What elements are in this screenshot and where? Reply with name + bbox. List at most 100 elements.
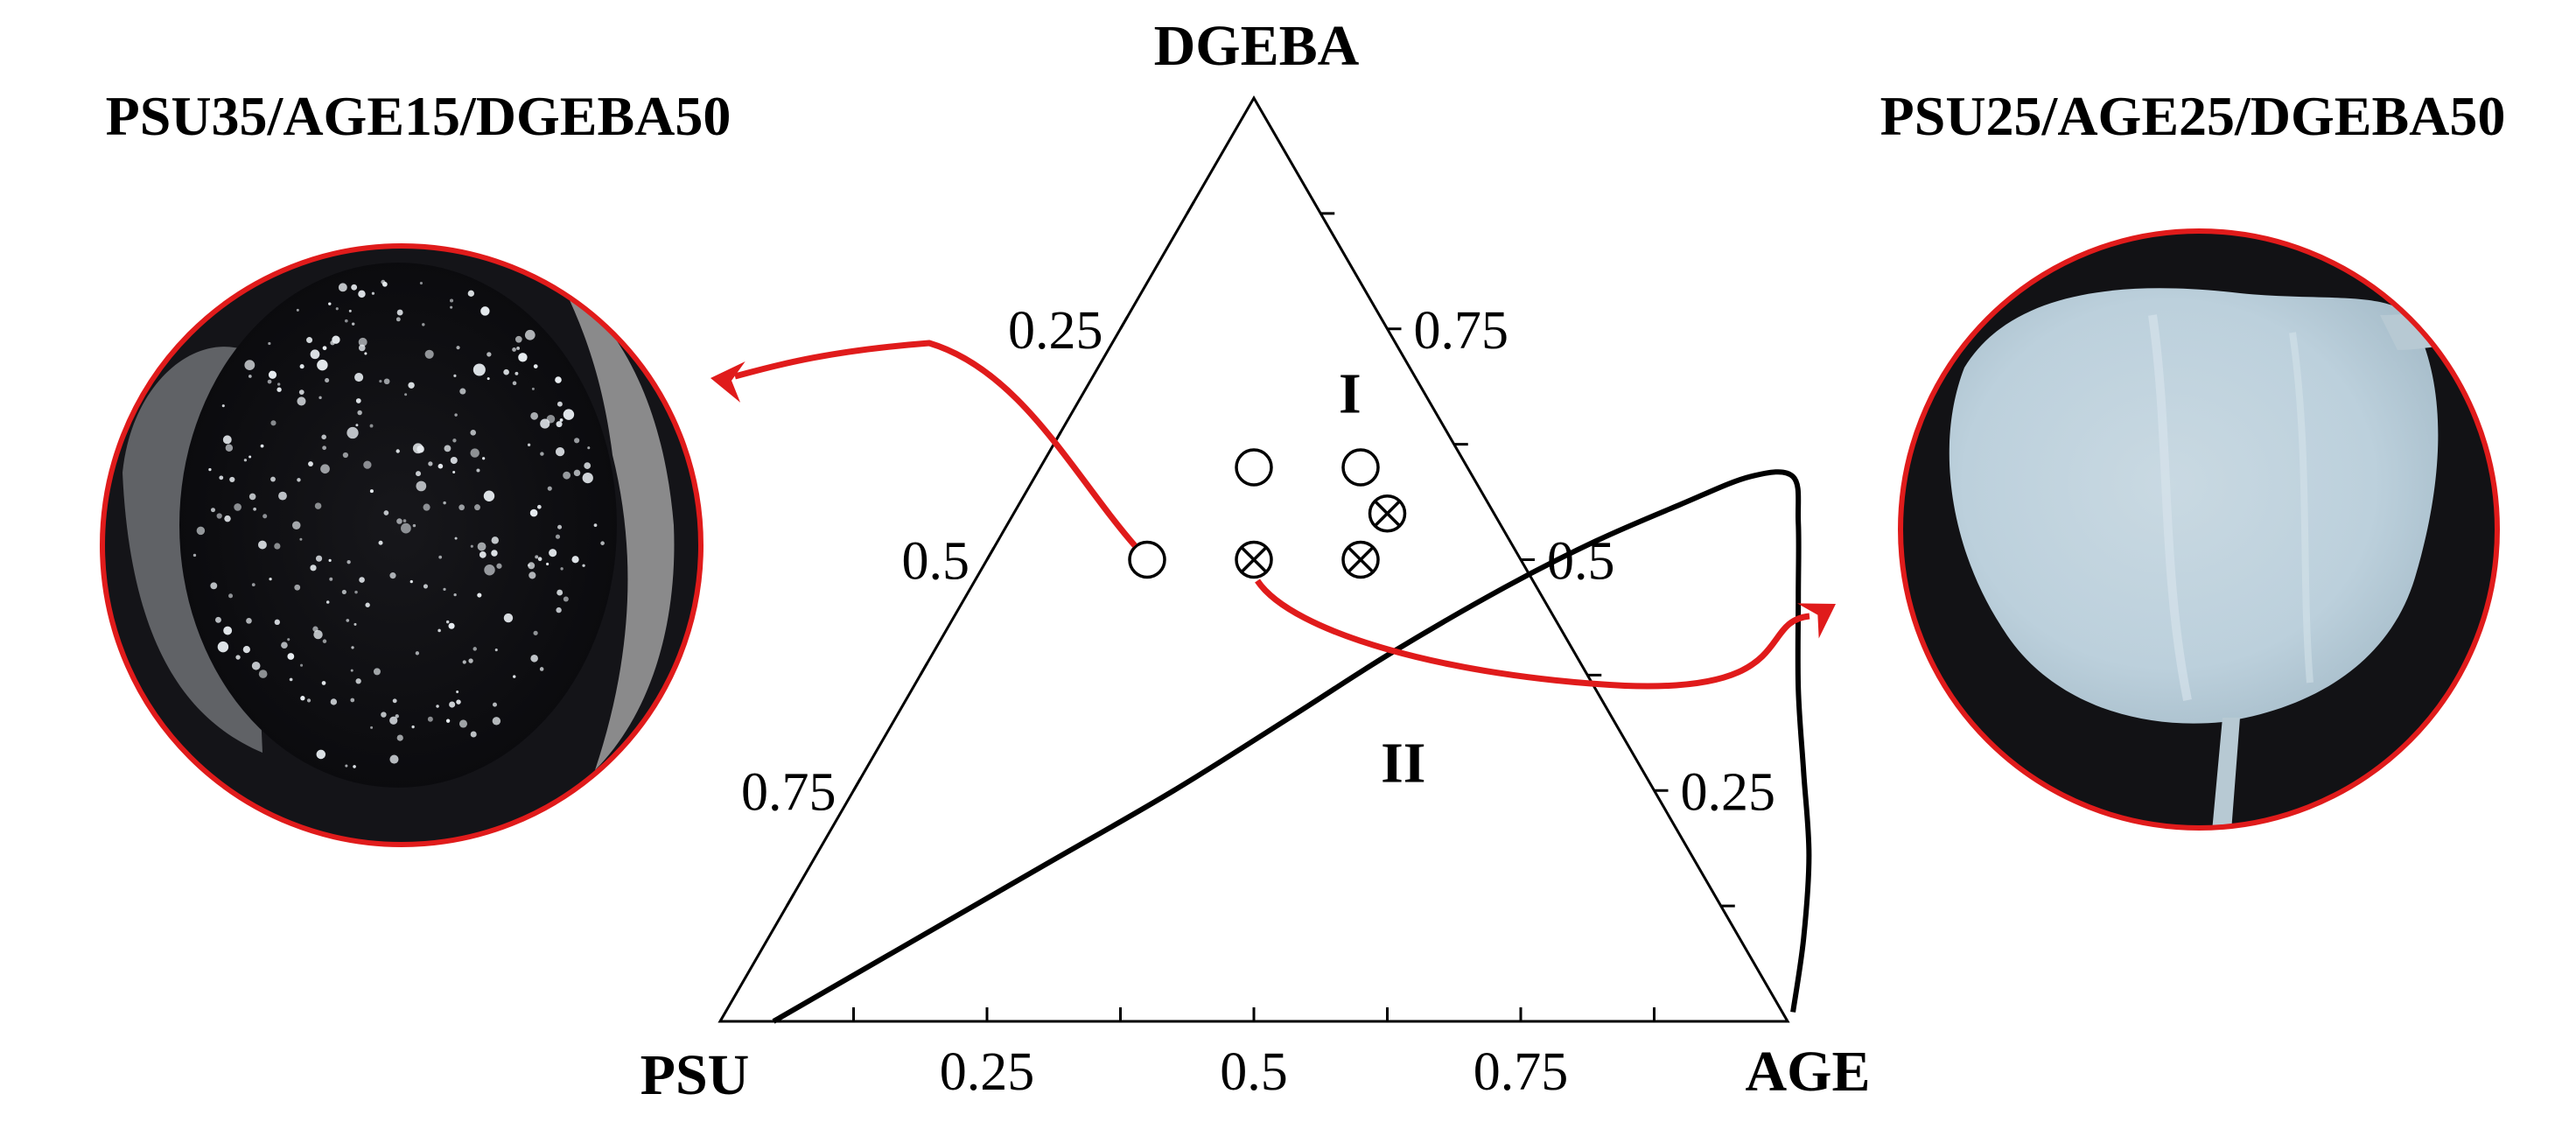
bubble [514, 371, 519, 375]
bubble [486, 377, 490, 381]
bubble [593, 523, 598, 527]
bubble [354, 372, 364, 382]
bubble [560, 567, 564, 571]
bubble [345, 764, 348, 768]
bubble [452, 438, 457, 443]
bubble [456, 346, 460, 350]
bubble [210, 582, 218, 590]
bubble [479, 550, 486, 558]
bubble [358, 337, 368, 347]
bubble [330, 698, 338, 705]
bubble [571, 556, 579, 564]
bubble [270, 370, 273, 374]
bubble [491, 550, 498, 557]
bubble [411, 725, 415, 729]
bubble [310, 564, 317, 572]
bubble [306, 337, 313, 344]
tick-label-left: 0.75 [741, 762, 836, 822]
bubble [395, 714, 399, 719]
bubble [410, 579, 413, 584]
bubble [535, 555, 539, 559]
bubble [396, 734, 403, 741]
bubble [547, 486, 552, 491]
bubble [365, 602, 370, 607]
bubble [389, 754, 399, 764]
bubble [369, 489, 374, 494]
tick-label-bottom: 0.25 [940, 1042, 1035, 1102]
bubble [297, 478, 301, 482]
vertex-label-top: DGEBA [1154, 14, 1360, 78]
bubble [448, 622, 455, 629]
bubble [492, 702, 497, 707]
bubble [308, 461, 313, 466]
bubble [348, 309, 352, 312]
bubble [287, 638, 290, 642]
region-label: I [1339, 362, 1362, 426]
bubble [480, 306, 490, 316]
bubble [477, 593, 482, 598]
bubble [229, 476, 235, 483]
bubble [516, 347, 520, 350]
bubble [217, 641, 229, 653]
bubble [419, 281, 424, 285]
bubble [363, 460, 372, 469]
bubble [389, 572, 396, 579]
bubble [322, 346, 327, 351]
bubble [527, 564, 531, 567]
bubble [454, 536, 458, 540]
bubble [274, 543, 281, 550]
bubble [531, 387, 535, 390]
bubble [556, 607, 562, 614]
bubble [310, 349, 320, 360]
bubble [258, 670, 268, 678]
bubble [456, 691, 459, 694]
bubble [268, 341, 271, 346]
bubble [458, 504, 465, 511]
bubble [574, 438, 580, 444]
bubble [248, 493, 256, 501]
bubble [300, 663, 304, 667]
bubble [242, 646, 250, 654]
bubble [350, 669, 354, 672]
bubble [470, 544, 473, 548]
bubble [402, 519, 407, 522]
bubble [317, 359, 328, 371]
bubble [415, 471, 422, 477]
bubble [438, 463, 444, 469]
bubble [449, 701, 456, 708]
bubble [483, 490, 495, 501]
bubble [322, 445, 326, 451]
bubble [381, 712, 387, 718]
bubble [582, 564, 585, 567]
bubble [477, 542, 486, 551]
bubble [514, 335, 522, 343]
bubble [587, 446, 591, 450]
vertex-label-right: AGE [1745, 1040, 1870, 1104]
bubble [474, 504, 480, 511]
bubble [277, 382, 281, 386]
bubble [556, 401, 563, 407]
bubble [270, 420, 276, 426]
bubble [251, 583, 256, 587]
bubble [453, 593, 457, 597]
tick-label-left: 0.25 [1008, 301, 1103, 361]
bubble [392, 698, 397, 704]
vertex-label-left: PSU [640, 1043, 750, 1107]
bubble [251, 661, 261, 670]
bubble [267, 379, 272, 384]
bubble [223, 626, 233, 635]
bubble [482, 457, 486, 460]
bubble [306, 698, 312, 703]
annotation-label-left: PSU35/AGE15/DGEBA50 [106, 85, 732, 147]
bubble [359, 577, 365, 583]
bubble [294, 584, 301, 591]
bubble [513, 675, 516, 678]
bubble [354, 622, 357, 626]
bubble [313, 629, 323, 640]
bubble [192, 553, 197, 557]
arrowhead-right [1797, 603, 1836, 639]
bubble [396, 317, 401, 322]
bubble [470, 448, 480, 458]
bubble [276, 387, 282, 392]
